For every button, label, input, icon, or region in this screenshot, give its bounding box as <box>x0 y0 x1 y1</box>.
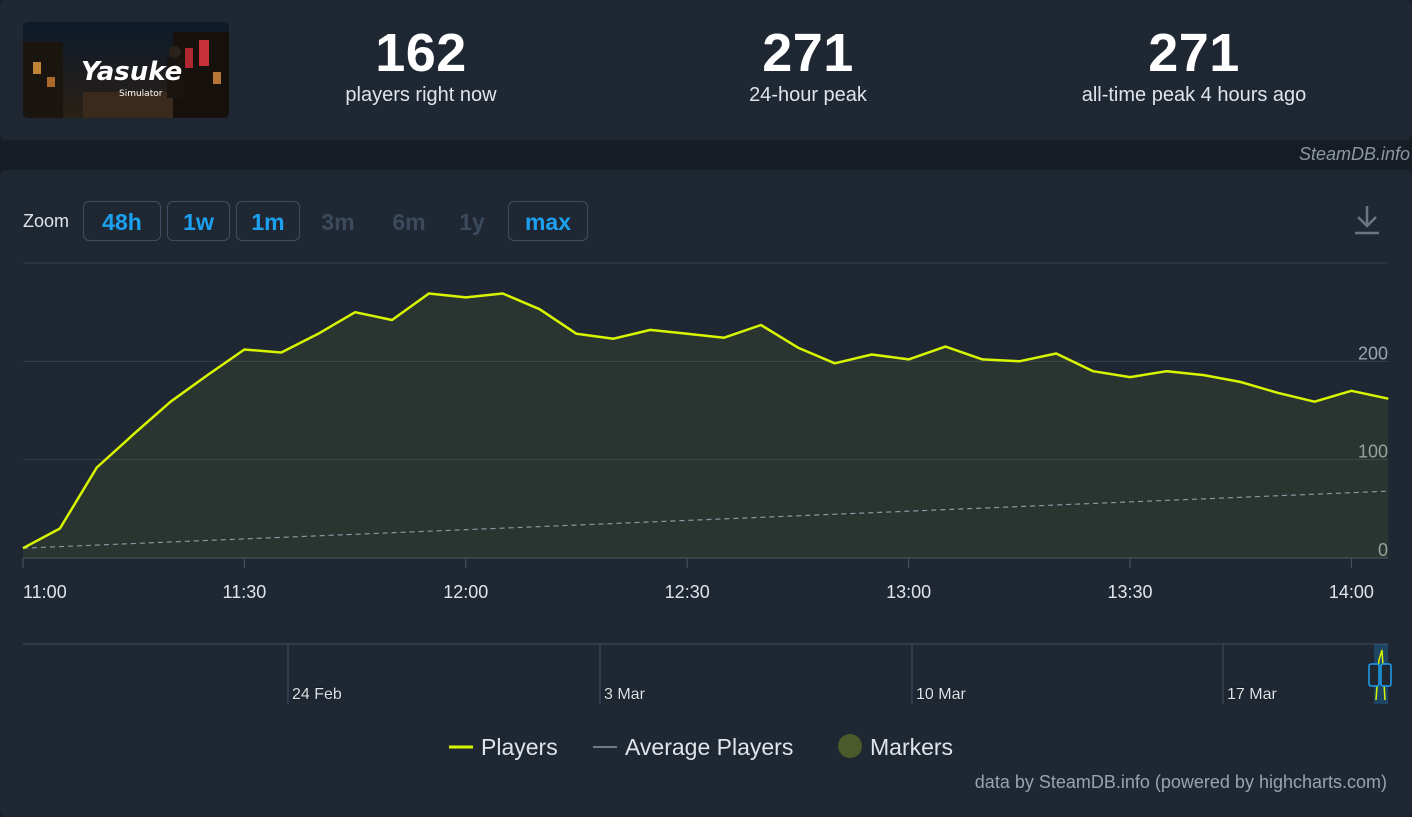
players-line <box>22 292 1389 550</box>
x-tick-label: 12:00 <box>443 582 488 602</box>
x-tick-label: 13:00 <box>886 582 931 602</box>
y-tick-label: 200 <box>1358 343 1388 363</box>
x-tick-label: 12:30 <box>665 582 710 602</box>
players-area <box>23 293 1389 558</box>
stat-all-time-peak: 271 all-time peak 4 hours ago <box>1044 22 1344 107</box>
zoom-3m-button: 3m <box>321 209 355 235</box>
navigator-date-label: 10 Mar <box>916 686 966 703</box>
steamdb-credit-link[interactable]: SteamDB.info <box>1298 144 1410 164</box>
y-tick-label: 0 <box>1378 540 1388 560</box>
legend-markers-symbol <box>838 734 862 758</box>
stat-value: 271 <box>1148 23 1240 83</box>
chart-panel <box>0 170 1412 817</box>
stat-label: all-time peak 4 hours ago <box>1081 84 1307 106</box>
x-tick-label: 11:00 <box>23 582 67 602</box>
game-capsule-image[interactable]: Yasuke Simulator <box>23 22 229 118</box>
navigator-date-label: 3 Mar <box>604 686 646 703</box>
y-axis-ticks: 0 100 200 <box>1358 343 1388 560</box>
zoom-1m-button[interactable]: 1m <box>236 201 300 241</box>
game-logo-text: Yasuke <box>81 57 182 87</box>
x-tick-label: 13:30 <box>1107 582 1152 602</box>
zoom-48h-button[interactable]: 48h <box>83 201 161 241</box>
zoom-6m-button: 6m <box>392 209 426 235</box>
download-icon[interactable] <box>1352 203 1382 237</box>
x-tick-label: 11:30 <box>223 582 267 602</box>
legend-average-label[interactable]: Average Players <box>625 734 793 760</box>
game-logo-subtext: Simulator <box>119 89 163 99</box>
legend-players-label[interactable]: Players <box>481 734 558 760</box>
legend-markers-label[interactable]: Markers <box>870 734 953 760</box>
stats-header <box>0 0 1412 140</box>
stat-value: 162 <box>375 23 467 83</box>
navigator-date-label: 24 Feb <box>292 686 342 703</box>
navigator[interactable]: 24 Feb 3 Mar 10 Mar 17 Mar <box>23 643 1392 704</box>
stat-label: players right now <box>345 84 497 106</box>
stat-24h-peak: 271 24-hour peak <box>658 22 958 107</box>
zoom-label: Zoom <box>23 211 70 231</box>
x-tick-label: 14:00 <box>1329 582 1374 602</box>
stat-value: 271 <box>762 23 854 83</box>
chart-grid <box>23 262 1388 559</box>
y-tick-label: 100 <box>1358 442 1388 462</box>
navigator-handle-right[interactable] <box>1380 663 1392 687</box>
highcharts-credit-link[interactable]: data by SteamDB.info (powered by highcha… <box>974 772 1387 792</box>
average-players-line <box>22 490 1389 549</box>
zoom-1w-button[interactable]: 1w <box>167 201 230 241</box>
x-axis-ticks: 11:0011:3012:0012:3013:0013:3014:0014:30… <box>22 558 1374 602</box>
stat-label: 24-hour peak <box>749 84 867 106</box>
navigator-handle-left[interactable] <box>1368 663 1380 687</box>
navigator-date-label: 17 Mar <box>1227 686 1277 703</box>
zoom-1y-button: 1y <box>459 209 485 235</box>
chart-legend[interactable]: Players Average Players Markers <box>449 734 953 760</box>
stat-current-players: 162 players right now <box>271 22 571 107</box>
zoom-max-button[interactable]: max <box>508 201 588 241</box>
